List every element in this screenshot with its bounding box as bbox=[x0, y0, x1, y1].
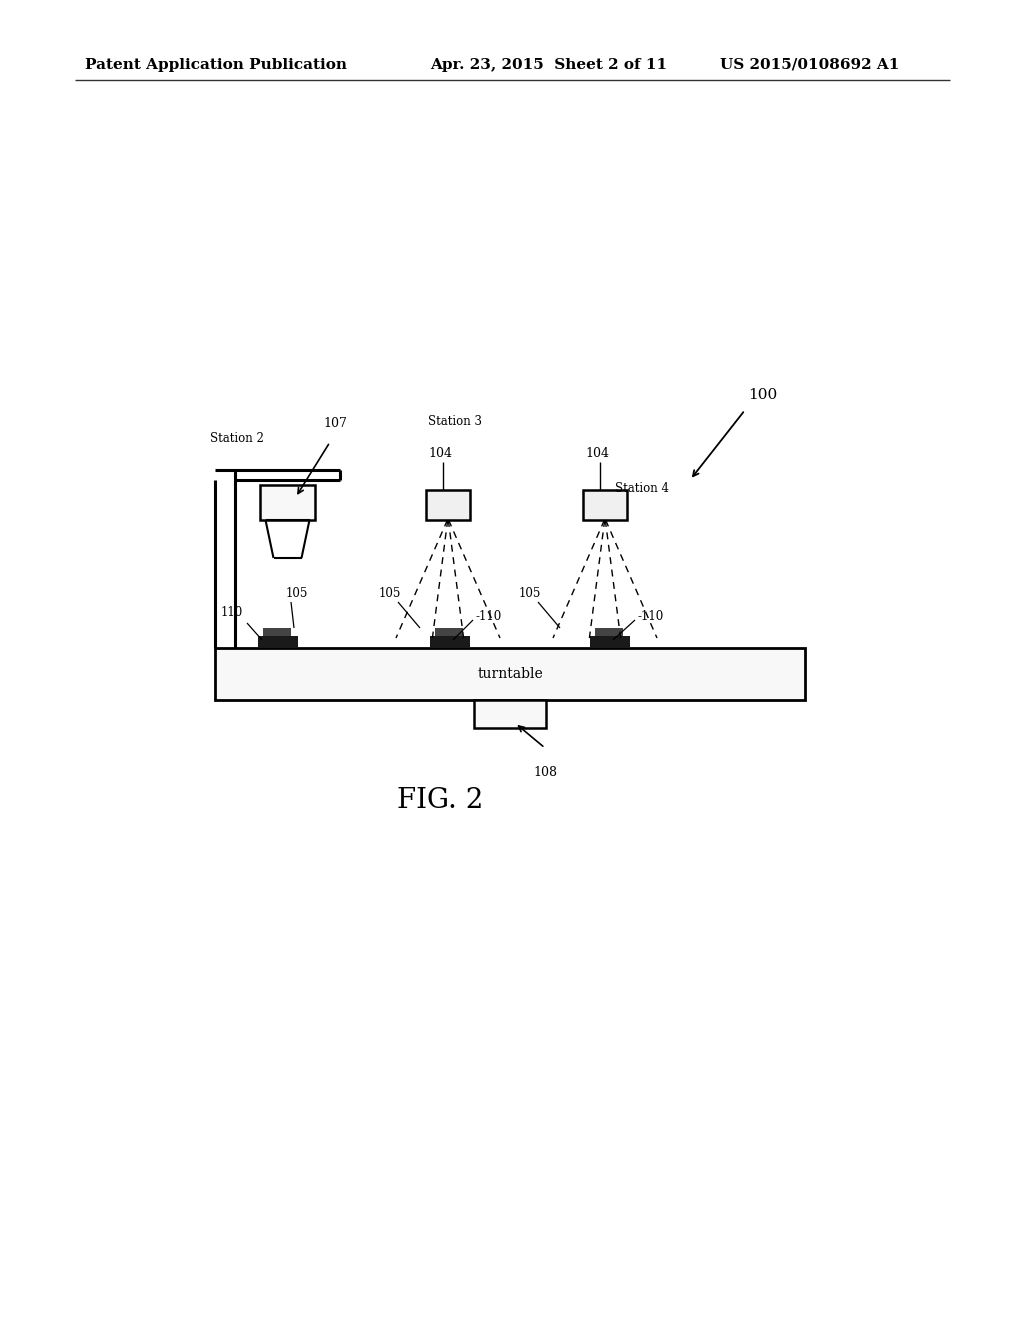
Text: Patent Application Publication: Patent Application Publication bbox=[85, 58, 347, 73]
Text: 104: 104 bbox=[428, 447, 452, 459]
Text: 108: 108 bbox=[534, 766, 557, 779]
Text: 105: 105 bbox=[519, 587, 542, 601]
Text: Station 4: Station 4 bbox=[615, 482, 669, 495]
Text: turntable: turntable bbox=[477, 667, 543, 681]
Text: 110: 110 bbox=[221, 606, 243, 619]
Bar bbox=[590, 636, 630, 648]
Bar bbox=[430, 636, 470, 648]
Bar bbox=[583, 490, 627, 520]
Text: 105: 105 bbox=[286, 587, 308, 601]
Text: 100: 100 bbox=[748, 388, 777, 403]
Bar bbox=[435, 628, 463, 636]
Text: -110: -110 bbox=[637, 610, 664, 623]
Bar bbox=[215, 648, 805, 700]
Bar bbox=[595, 628, 623, 636]
Bar bbox=[260, 484, 315, 520]
Text: 104: 104 bbox=[585, 447, 609, 459]
Bar bbox=[258, 636, 298, 648]
Text: Apr. 23, 2015  Sheet 2 of 11: Apr. 23, 2015 Sheet 2 of 11 bbox=[430, 58, 667, 73]
Bar bbox=[474, 700, 546, 729]
Text: FIG. 2: FIG. 2 bbox=[397, 787, 483, 813]
Text: Station 2: Station 2 bbox=[210, 432, 264, 445]
Text: 105: 105 bbox=[379, 587, 401, 601]
Bar bbox=[263, 628, 291, 636]
Text: -110: -110 bbox=[476, 610, 502, 623]
Text: US 2015/0108692 A1: US 2015/0108692 A1 bbox=[720, 58, 899, 73]
Text: Station 3: Station 3 bbox=[428, 414, 482, 428]
Text: 107: 107 bbox=[323, 417, 347, 430]
Bar bbox=[426, 490, 470, 520]
